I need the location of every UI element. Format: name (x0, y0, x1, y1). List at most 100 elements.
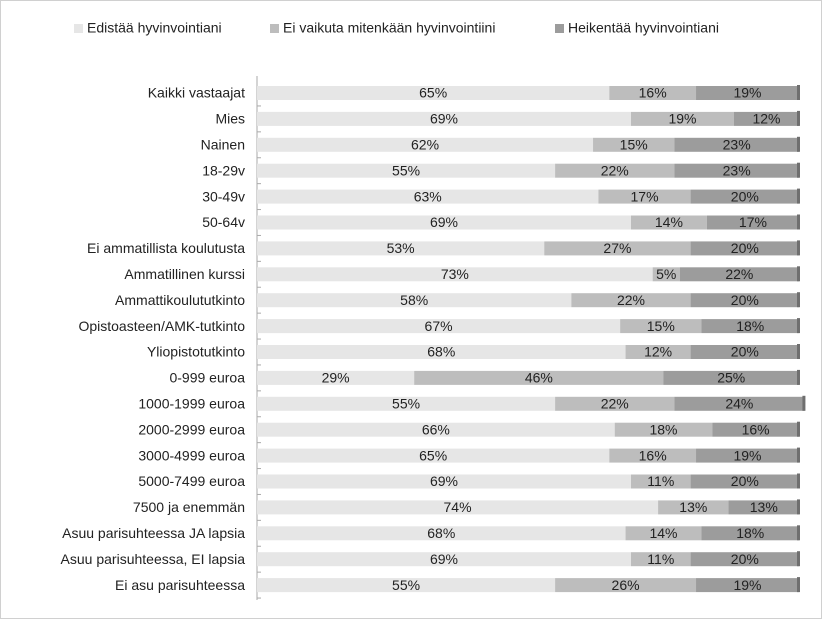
value-label: 13% (679, 499, 707, 515)
value-label: 63% (414, 188, 442, 204)
bar-segment (257, 474, 631, 489)
bar-end (797, 214, 800, 230)
value-label: 15% (620, 137, 648, 153)
value-label: 22% (601, 396, 629, 412)
bar-segment (555, 396, 675, 411)
value-label: 23% (723, 137, 751, 153)
category-label: 30-49v (202, 188, 245, 204)
bar-segment (690, 474, 799, 489)
bar-end (797, 577, 800, 593)
bar-segment (701, 526, 799, 541)
value-label: 20% (731, 344, 759, 360)
bar-end (797, 318, 800, 334)
value-label: 29% (322, 370, 350, 386)
bar-segment (257, 578, 556, 593)
value-label: 18% (736, 525, 764, 541)
bar-segment (257, 241, 545, 256)
value-label: 19% (733, 577, 761, 593)
legend-swatch (555, 24, 564, 33)
value-label: 26% (612, 577, 640, 593)
bar-end (797, 344, 800, 359)
value-label: 20% (731, 292, 759, 308)
value-label: 17% (631, 188, 659, 204)
value-label: 66% (422, 421, 450, 437)
bar-segment (257, 189, 599, 204)
bar-end (797, 136, 800, 152)
bar-segment (712, 422, 799, 437)
value-label: 74% (444, 499, 472, 515)
bar-segment (257, 500, 659, 515)
bar-end (797, 188, 800, 204)
value-label: 24% (725, 396, 753, 412)
bar-end (797, 473, 800, 489)
bar-segment (257, 396, 556, 411)
bar-segment (696, 448, 799, 463)
bar-segment (696, 86, 799, 100)
bar-segment (257, 370, 415, 385)
bar-end (797, 240, 800, 256)
bar-end (797, 85, 800, 100)
category-label: Ammatillinen kurssi (124, 266, 245, 282)
value-label: 69% (430, 473, 458, 489)
value-label: 25% (717, 370, 745, 386)
category-label: Kaikki vastaajat (148, 85, 245, 101)
bar-segment (733, 111, 799, 126)
bar-segment (674, 137, 799, 152)
category-label: Ei ammatillista koulutusta (87, 240, 245, 256)
bar-segment (257, 319, 621, 334)
value-label: 20% (731, 473, 759, 489)
value-label: 22% (725, 266, 753, 282)
value-label: 68% (427, 344, 455, 360)
value-label: 18% (736, 318, 764, 334)
value-label: 14% (655, 214, 683, 230)
bar-segment (555, 163, 675, 178)
value-label: 73% (441, 266, 469, 282)
bar-segment (257, 215, 631, 230)
value-label: 19% (668, 111, 696, 127)
value-label: 20% (731, 188, 759, 204)
value-label: 11% (647, 551, 674, 567)
value-label: 12% (644, 344, 672, 360)
value-label: 23% (723, 162, 751, 178)
value-label: 17% (739, 214, 767, 230)
bar-segment (544, 241, 691, 256)
value-label: 12% (752, 111, 780, 127)
category-label: Asuu parisuhteessa JA lapsia (62, 525, 245, 541)
category-label: Mies (215, 111, 245, 127)
value-label: 65% (419, 447, 447, 463)
bar-segment (257, 422, 615, 437)
legend-label: Heikentää hyvinvointiani (568, 20, 719, 36)
value-label: 68% (427, 525, 455, 541)
value-label: 69% (430, 111, 458, 127)
category-label: 2000-2999 euroa (138, 421, 245, 437)
value-label: 69% (430, 214, 458, 230)
bar-segment (674, 163, 799, 178)
value-label: 18% (649, 421, 677, 437)
bar-segment (571, 293, 691, 308)
bar-segment (257, 345, 626, 359)
legend-label: Ei vaikuta mitenkään hyvinvointiini (283, 20, 495, 36)
bar-segment (257, 267, 653, 282)
bar-segment (690, 345, 799, 359)
value-label: 19% (733, 447, 761, 463)
value-label: 15% (647, 318, 675, 334)
category-label: 3000-4999 euroa (138, 447, 245, 463)
bar-segment (674, 396, 805, 411)
bar-segment (555, 578, 697, 593)
value-label: 67% (425, 318, 453, 334)
category-label: Ei asu parisuhteessa (115, 577, 245, 593)
value-label: 55% (392, 396, 420, 412)
bar-segment (257, 526, 626, 541)
value-label: 22% (617, 292, 645, 308)
bar-end (802, 395, 806, 411)
bar-segment (257, 448, 610, 463)
bar-segment (690, 293, 799, 308)
value-label: 22% (601, 162, 629, 178)
value-label: 62% (411, 137, 439, 153)
bar-segment (257, 163, 556, 178)
bar-end (797, 369, 800, 385)
value-label: 20% (731, 551, 759, 567)
category-label: 50-64v (202, 214, 245, 230)
bar-segment (598, 189, 691, 204)
bar-end (797, 266, 800, 282)
